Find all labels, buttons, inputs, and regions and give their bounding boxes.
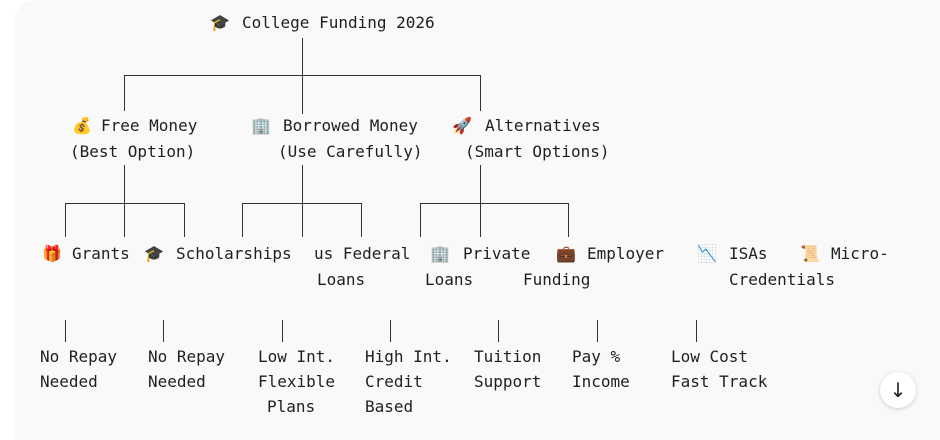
note: Fast Track	[671, 372, 768, 391]
connector	[282, 320, 284, 342]
connector	[242, 203, 244, 237]
rocket-icon: 🚀	[452, 116, 472, 135]
gift-icon: 🎁	[42, 244, 62, 263]
scroll-down-button[interactable]: ↓	[880, 372, 916, 408]
connector	[568, 203, 570, 237]
leaf-label-2: Credentials	[729, 270, 835, 289]
briefcase-icon: 💼	[556, 244, 576, 263]
chart-decreasing-icon: 📉	[697, 244, 717, 263]
leaf-label: Private	[463, 244, 531, 263]
note: High Int.	[365, 347, 452, 366]
note: Needed	[40, 372, 98, 391]
connector	[184, 203, 186, 237]
connector	[420, 203, 569, 205]
connector	[163, 320, 165, 342]
leaf-label-2: Funding	[523, 270, 591, 289]
leaf-label: Grants	[72, 244, 130, 263]
office-building-icon: 🏢	[430, 244, 450, 263]
note: Needed	[148, 372, 206, 391]
connector	[696, 320, 698, 342]
note: Low Cost	[671, 347, 749, 366]
arrow-down-icon: ↓	[889, 378, 907, 402]
note: Flexible	[258, 372, 336, 391]
branch-sub: (Use Carefully)	[278, 142, 423, 161]
connector	[361, 203, 363, 237]
root-label: College Funding 2026	[242, 13, 435, 32]
note: No Repay	[40, 347, 118, 366]
note: Plans	[267, 397, 316, 416]
note: Pay %	[572, 347, 621, 366]
connector	[498, 320, 500, 342]
leaf-label: us Federal	[314, 244, 411, 263]
branch-sub: (Best Option)	[70, 142, 196, 161]
note: Support	[474, 372, 542, 391]
note: Based	[365, 397, 414, 416]
leaf-label: Scholarships	[176, 244, 292, 263]
connector	[124, 75, 126, 111]
leaf-label: Micro-	[831, 244, 889, 263]
code-block	[14, 0, 940, 440]
note: Income	[572, 372, 630, 391]
connector	[390, 320, 392, 342]
connector	[242, 203, 362, 205]
note: Credit	[365, 372, 423, 391]
connector	[480, 75, 482, 111]
note: No Repay	[148, 347, 226, 366]
branch-label: Borrowed Money	[283, 116, 418, 135]
connector	[480, 165, 482, 237]
connector	[65, 203, 67, 237]
connector	[302, 165, 304, 237]
note: Tuition	[474, 347, 542, 366]
leaf-label-2: Loans	[425, 270, 474, 289]
branch-label: Free Money	[101, 116, 198, 135]
leaf-label: ISAs	[729, 244, 768, 263]
connector	[124, 75, 481, 77]
scroll-icon: 📜	[800, 244, 820, 263]
branch-sub: (Smart Options)	[465, 142, 610, 161]
note: Low Int.	[258, 347, 336, 366]
connector	[124, 165, 126, 237]
money-bag-icon: 💰	[72, 116, 92, 135]
office-building-icon: 🏢	[251, 116, 271, 135]
connector	[597, 320, 599, 342]
graduation-cap-icon: 🎓	[144, 244, 164, 263]
graduation-cap-icon: 🎓	[210, 13, 230, 32]
leaf-label: Employer	[587, 244, 665, 263]
connector	[420, 203, 422, 237]
connector	[65, 320, 67, 342]
leaf-label-2: Loans	[317, 270, 366, 289]
branch-label: Alternatives	[485, 116, 601, 135]
connector	[65, 203, 185, 205]
